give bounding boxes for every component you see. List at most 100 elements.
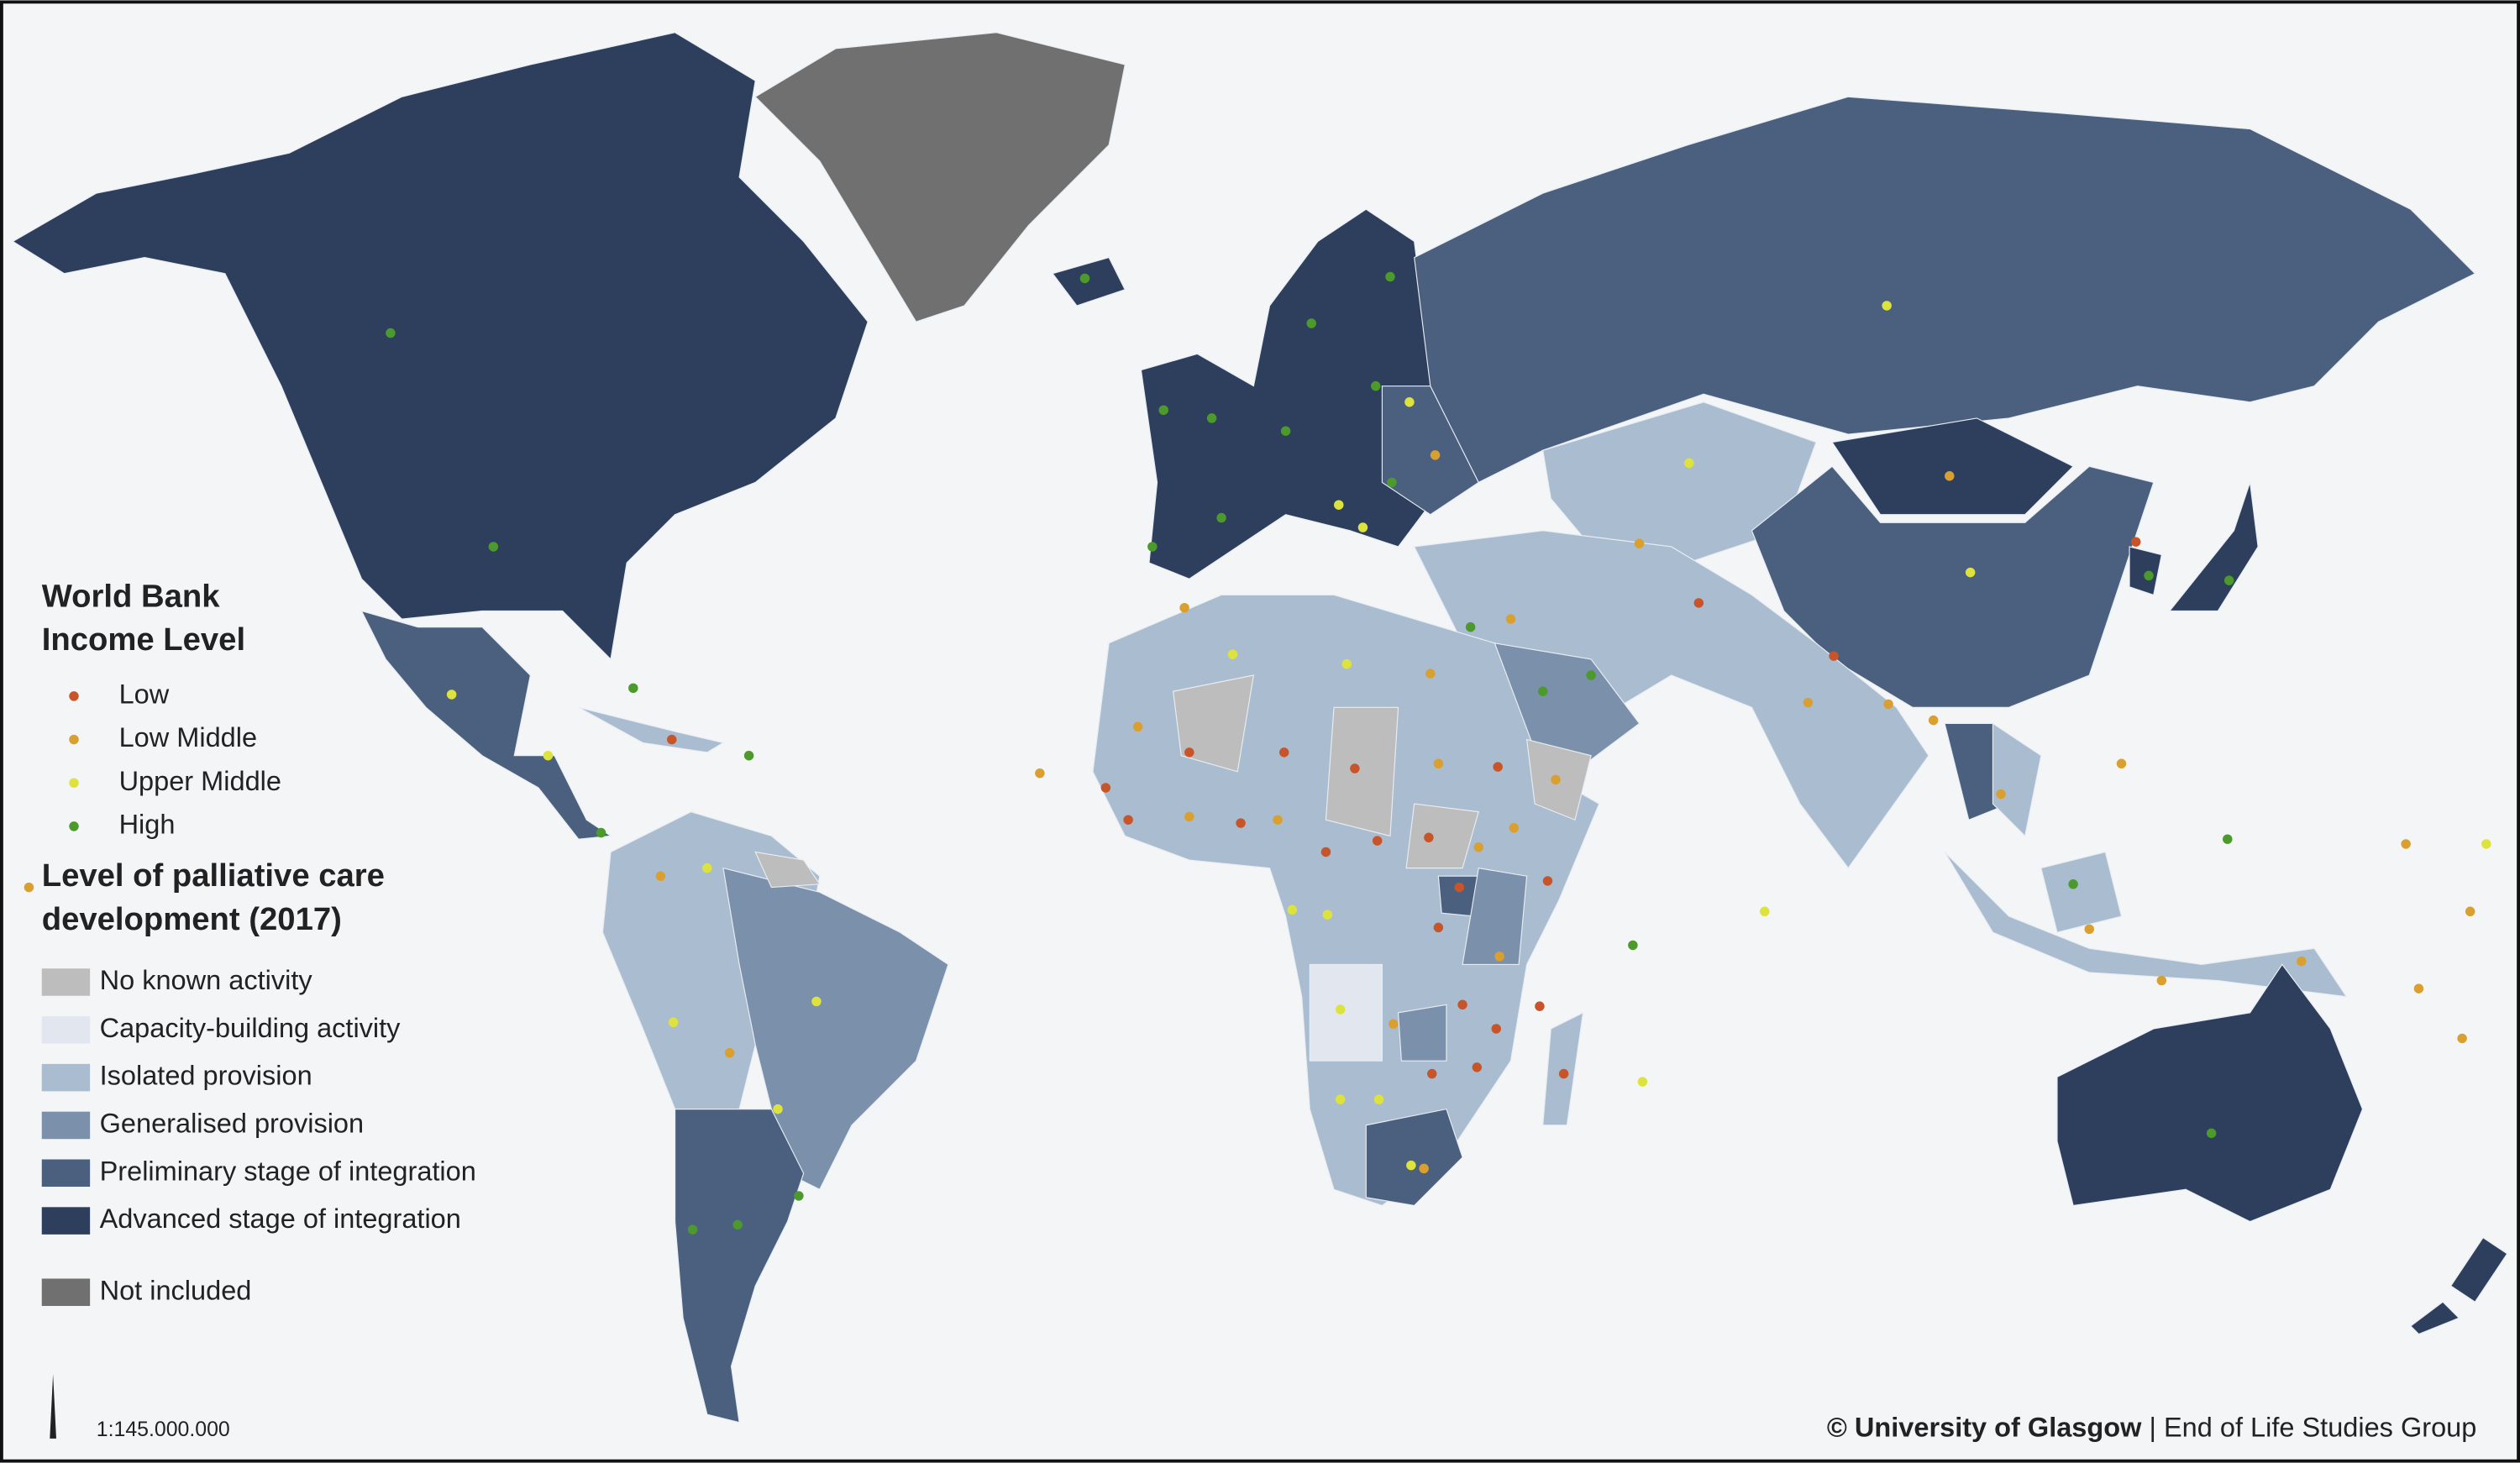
income-dot bbox=[773, 1104, 783, 1114]
income-dot bbox=[1287, 905, 1298, 915]
income-dot bbox=[2144, 570, 2154, 581]
caribbean bbox=[578, 706, 725, 753]
income-dot bbox=[667, 734, 677, 745]
income-dot bbox=[1184, 747, 1194, 758]
income-dot bbox=[1335, 1094, 1346, 1104]
income-dot bbox=[1945, 471, 1955, 481]
income-dot bbox=[24, 882, 34, 893]
income-dot bbox=[2084, 924, 2094, 935]
iceland bbox=[1052, 256, 1126, 307]
income-dot bbox=[702, 863, 712, 873]
income-dot bbox=[446, 690, 457, 700]
income-dot bbox=[1628, 940, 1638, 951]
legend-swatch bbox=[41, 1278, 91, 1306]
income-dot bbox=[1350, 763, 1360, 773]
income-dot bbox=[1433, 922, 1444, 933]
income-dot bbox=[1158, 405, 1168, 416]
legend-label: Generalised provision bbox=[100, 1109, 365, 1139]
income-dot bbox=[794, 1191, 804, 1201]
income-dot bbox=[1371, 380, 1381, 391]
legend-label: Upper Middle bbox=[119, 766, 281, 796]
income-dot bbox=[2413, 983, 2424, 994]
income-dot bbox=[2068, 879, 2078, 889]
income-dot bbox=[1551, 774, 1561, 785]
income-dot bbox=[1334, 500, 1344, 510]
credit: © University of Glasgow | End of Life St… bbox=[1827, 1412, 2476, 1442]
income-dot bbox=[1472, 1062, 1483, 1072]
mongolia bbox=[1831, 417, 2075, 516]
income-dot bbox=[1320, 847, 1331, 857]
income-dot bbox=[1419, 1163, 1429, 1174]
mexico bbox=[360, 610, 612, 840]
income-dot bbox=[1424, 832, 1434, 843]
legend: World Bank Income Level Low Low Middle Upper… bbox=[41, 578, 476, 1306]
legend-swatch bbox=[41, 1111, 91, 1140]
income-dot bbox=[1280, 426, 1291, 436]
legend-swatch bbox=[41, 1159, 91, 1188]
income-dot bbox=[1693, 598, 1704, 608]
legend-title: Income Level bbox=[42, 621, 245, 658]
income-dot bbox=[1928, 715, 1939, 726]
income-dot bbox=[1494, 952, 1504, 962]
income-dot bbox=[1335, 1004, 1346, 1015]
income-dot bbox=[1236, 818, 1246, 828]
income-dot bbox=[543, 750, 554, 761]
income-dot bbox=[1537, 686, 1548, 696]
income-dot bbox=[2465, 906, 2475, 917]
income-dot bbox=[724, 1047, 735, 1058]
credit-group: End of Life Studies Group bbox=[2164, 1412, 2476, 1442]
income-dot bbox=[668, 1017, 679, 1028]
income-dot bbox=[1179, 602, 1189, 613]
income-dot bbox=[1206, 413, 1217, 423]
income-dot bbox=[1803, 697, 1814, 708]
east-africa bbox=[1397, 867, 1528, 1062]
income-dot bbox=[2223, 575, 2234, 585]
income-dot bbox=[1425, 669, 1436, 679]
scale-label: 1:145.000.000 bbox=[97, 1418, 230, 1441]
southern-cone bbox=[674, 1109, 805, 1424]
australia bbox=[2056, 963, 2364, 1223]
land-shapes bbox=[12, 32, 2508, 1424]
legend-label: Low Middle bbox=[119, 722, 257, 752]
income-dot bbox=[1227, 649, 1238, 659]
income-dot bbox=[1216, 512, 1226, 523]
income-dot bbox=[1404, 397, 1415, 407]
legend-label: Preliminary stage of integration bbox=[100, 1156, 476, 1186]
income-dot bbox=[1433, 758, 1444, 769]
legend-label: Low bbox=[119, 679, 170, 710]
income-dot bbox=[732, 1219, 743, 1230]
legend-swatch bbox=[41, 968, 91, 996]
income-dot bbox=[1829, 651, 1839, 661]
income-dot bbox=[1684, 458, 1694, 469]
credit-separator: | bbox=[2149, 1412, 2155, 1442]
central-asia bbox=[1542, 401, 1817, 564]
credit-org: © University of Glasgow bbox=[1827, 1412, 2142, 1442]
angola bbox=[1309, 963, 1383, 1062]
income-dot bbox=[743, 750, 754, 761]
income-dot bbox=[2401, 839, 2411, 849]
legend-swatch bbox=[41, 1207, 91, 1235]
income-dot bbox=[1278, 747, 1289, 758]
legend-dot bbox=[69, 821, 79, 831]
income-dot bbox=[687, 1224, 698, 1235]
legend-label: Not included bbox=[100, 1275, 252, 1305]
income-dot bbox=[1558, 1068, 1569, 1079]
income-dot bbox=[628, 683, 638, 694]
income-dot bbox=[1505, 614, 1516, 624]
legend-title: World Bank bbox=[42, 578, 221, 614]
legend-swatch bbox=[41, 1063, 91, 1092]
income-dot bbox=[811, 996, 822, 1007]
income-dot bbox=[1385, 271, 1395, 282]
income-dot bbox=[1306, 318, 1316, 328]
income-dot bbox=[1100, 783, 1111, 793]
income-dot bbox=[2481, 839, 2491, 849]
legend-swatch bbox=[41, 1016, 91, 1044]
income-dot bbox=[655, 871, 666, 881]
income-dot bbox=[1473, 842, 1483, 852]
income-dot bbox=[386, 328, 396, 338]
income-dot bbox=[1882, 301, 1892, 311]
legend-label: Advanced stage of integration bbox=[100, 1203, 461, 1234]
legend-title: Level of palliative care bbox=[42, 857, 385, 894]
income-dot bbox=[488, 542, 499, 552]
